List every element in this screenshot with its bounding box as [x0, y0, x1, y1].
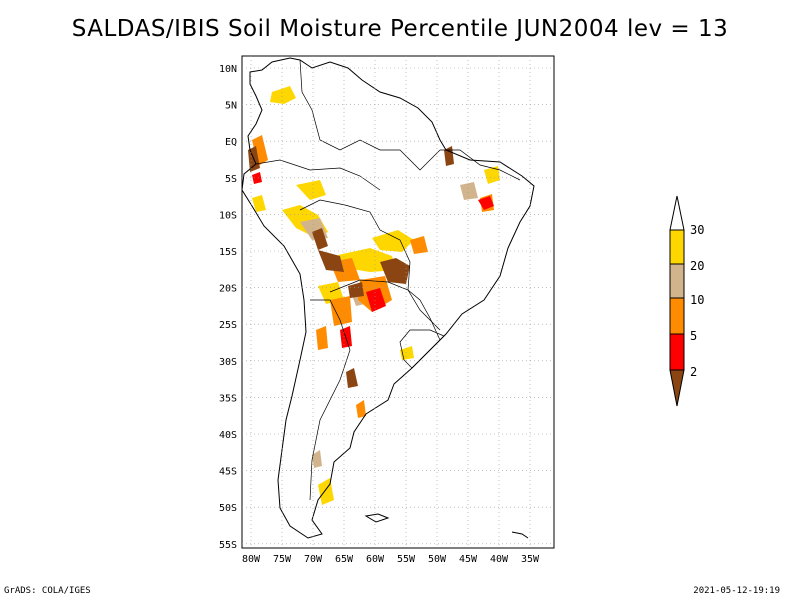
lat-tick-label: 40S [219, 430, 237, 441]
lat-tick-label: 55S [219, 540, 237, 551]
footer-timestamp: 2021-05-12-19:19 [693, 586, 780, 596]
lon-tick-label: 80W [242, 554, 261, 565]
colorbar-bottom-triangle [669, 369, 685, 407]
lat-tick-label: 30S [219, 357, 237, 368]
country-borders [255, 59, 521, 501]
lat-tick-label: 50S [219, 503, 237, 514]
footer-credit: GrADS: COLA/IGES [4, 586, 91, 596]
colorbar-20-30 [669, 229, 685, 265]
lat-tick-label: EQ [225, 137, 237, 148]
longitude-labels: 80W 75W 70W 65W 60W 55W 50W 45W 40W 35W [242, 554, 540, 565]
lon-tick-label: 50W [428, 554, 447, 565]
colorbar-top-triangle [669, 195, 685, 231]
lon-tick-label: 35W [521, 554, 540, 565]
colorbar-label-2: 2 [690, 365, 697, 379]
colorbar: 30 20 10 5 2 [669, 195, 704, 407]
lat-tick-label: 10N [219, 64, 237, 75]
colorbar-label-10: 10 [690, 293, 704, 307]
lon-tick-label: 70W [304, 554, 323, 565]
map-title: SALDAS/IBIS Soil Moisture Percentile JUN… [71, 16, 729, 42]
lat-tick-label: 35S [219, 393, 237, 404]
lon-tick-label: 45W [459, 554, 478, 565]
colorbar-2-5 [669, 333, 685, 371]
colorbar-10-20 [669, 263, 685, 299]
coastline [241, 57, 535, 539]
colorbar-label-20: 20 [690, 259, 704, 273]
lon-tick-label: 55W [397, 554, 416, 565]
lon-tick-label: 75W [273, 554, 292, 565]
lat-tick-label: 10S [219, 210, 237, 221]
lon-tick-label: 40W [490, 554, 509, 565]
lon-tick-label: 60W [366, 554, 385, 565]
gridlines [242, 56, 554, 548]
lat-tick-label: 20S [219, 284, 237, 295]
lon-tick-label: 65W [335, 554, 354, 565]
plot-frame [241, 55, 555, 549]
lat-tick-label: 45S [219, 467, 237, 478]
lat-tick-label: 5N [225, 101, 237, 112]
colorbar-label-5: 5 [690, 329, 697, 343]
lat-tick-label: 25S [219, 320, 237, 331]
data-patches [248, 86, 500, 505]
lat-tick-label: 15S [219, 247, 237, 258]
lat-tick-label: 5S [225, 174, 237, 185]
colorbar-label-30: 30 [690, 223, 704, 237]
latitude-labels: 10N 5N EQ 5S 10S 15S 20S 25S 30S 35S 40S 45S 50S 55S [219, 64, 237, 551]
colorbar-5-10 [669, 297, 685, 335]
